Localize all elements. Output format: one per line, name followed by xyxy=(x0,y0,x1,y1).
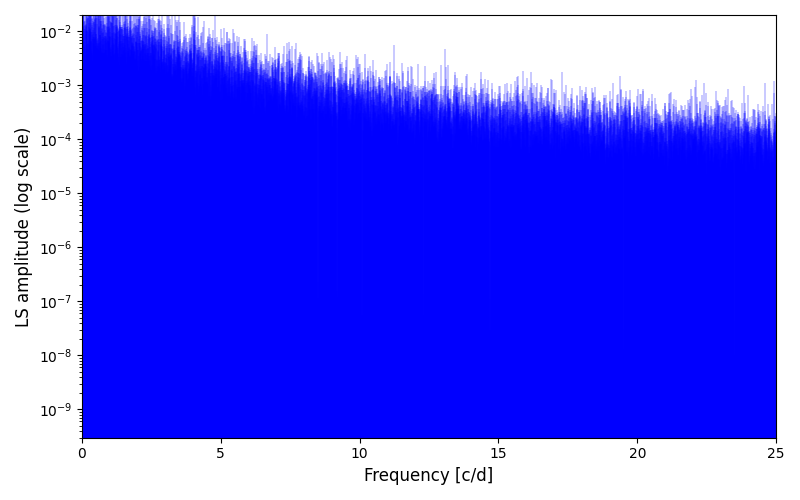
Y-axis label: LS amplitude (log scale): LS amplitude (log scale) xyxy=(15,126,33,326)
X-axis label: Frequency [c/d]: Frequency [c/d] xyxy=(364,467,494,485)
